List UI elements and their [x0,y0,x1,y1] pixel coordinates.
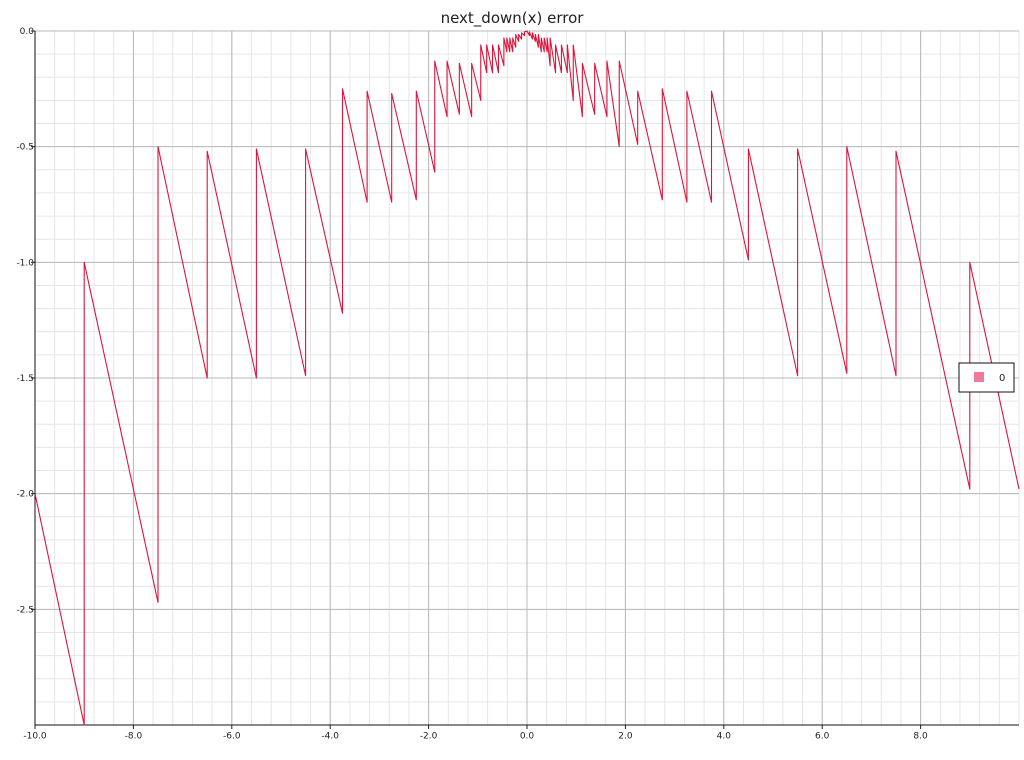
legend: 0 [958,362,1015,393]
chart-title: next_down(x) error [441,9,585,28]
x-tick-label: 0.0 [520,732,535,742]
x-tick-label: -6.0 [223,732,241,742]
x-tick-label: 2.0 [618,732,633,742]
y-axis-tick-labels: 0.0 -0.5 -1.0 -1.5 -2.0 -2.5 [16,27,34,615]
x-axis-tick-labels: -10.0 -8.0 -6.0 -4.0 -2.0 0.0 2.0 4.0 6.0 8.0 [23,732,928,742]
y-tick-label: -1.0 [16,258,34,268]
series-layer [34,30,1020,726]
legend-swatch [974,372,984,382]
y-tick-label: -2.0 [16,490,34,500]
x-tick-label: 4.0 [717,732,732,742]
x-tick-label: -4.0 [321,732,339,742]
y-tick-label: 0.0 [20,27,35,37]
legend-box [958,362,1015,393]
axes [31,30,1019,729]
x-tick-label: -10.0 [23,732,47,742]
y-tick-label: -2.5 [16,605,34,615]
y-tick-label: -0.5 [16,143,34,153]
y-tick-label: -1.5 [16,374,34,384]
x-tick-label: 8.0 [913,732,928,742]
grid-major-lines [34,30,1019,725]
x-tick-label: 6.0 [815,732,830,742]
x-tick-label: -8.0 [125,732,143,742]
legend-label: 0 [999,373,1005,384]
x-tick-label: -2.0 [420,732,438,742]
series-line-0 [34,30,1020,726]
